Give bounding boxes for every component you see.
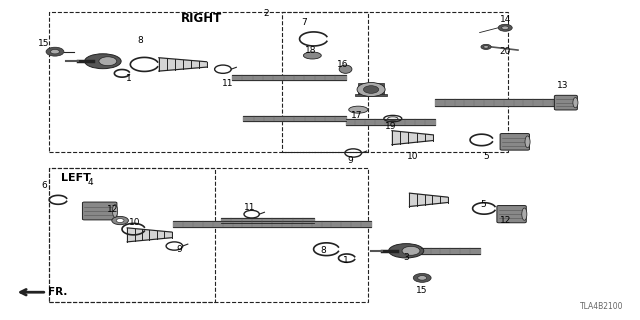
Bar (282, 12, 508, 152)
Circle shape (51, 50, 60, 54)
Text: 20: 20 (499, 47, 511, 56)
Ellipse shape (573, 98, 578, 108)
Text: 7: 7 (301, 19, 307, 28)
FancyBboxPatch shape (500, 133, 529, 150)
Text: 17: 17 (351, 111, 363, 120)
Text: 10: 10 (129, 218, 141, 227)
Ellipse shape (303, 52, 321, 59)
Text: 15: 15 (38, 39, 50, 48)
Bar (49, 168, 214, 302)
Polygon shape (127, 228, 172, 242)
Text: 10: 10 (407, 152, 419, 161)
Text: 11: 11 (244, 203, 255, 212)
Circle shape (112, 216, 129, 225)
Bar (355, 94, 387, 96)
FancyBboxPatch shape (83, 202, 117, 220)
Polygon shape (410, 193, 448, 206)
Circle shape (502, 26, 509, 29)
Ellipse shape (339, 65, 352, 73)
Text: 16: 16 (337, 60, 348, 69)
Ellipse shape (525, 136, 530, 148)
Ellipse shape (84, 54, 121, 69)
Text: TLA4B2100: TLA4B2100 (580, 302, 623, 311)
Text: FR.: FR. (48, 287, 67, 297)
FancyBboxPatch shape (497, 205, 526, 223)
Bar (49, 168, 368, 302)
Text: 12: 12 (499, 216, 511, 225)
Text: 13: 13 (557, 81, 568, 90)
Circle shape (357, 83, 385, 97)
Ellipse shape (113, 204, 118, 217)
Text: 5: 5 (480, 200, 486, 209)
Circle shape (483, 46, 488, 48)
Circle shape (481, 44, 491, 50)
Text: 15: 15 (417, 286, 428, 295)
Text: 1: 1 (342, 256, 348, 265)
Circle shape (402, 246, 420, 255)
Circle shape (99, 57, 116, 66)
Circle shape (418, 276, 427, 280)
Circle shape (46, 47, 64, 56)
Text: RIGHT: RIGHT (181, 12, 223, 25)
Bar (49, 12, 368, 152)
Circle shape (498, 24, 512, 31)
Text: 8: 8 (137, 36, 143, 45)
Text: 11: 11 (221, 79, 233, 88)
Text: 4: 4 (87, 178, 93, 187)
Text: 12: 12 (107, 205, 118, 214)
Text: LEFT: LEFT (61, 173, 92, 183)
Text: 18: 18 (305, 45, 316, 55)
Text: 14: 14 (499, 15, 511, 24)
Ellipse shape (388, 244, 424, 258)
Circle shape (116, 219, 124, 222)
Text: 5: 5 (483, 152, 489, 161)
Polygon shape (159, 58, 207, 71)
Circle shape (364, 86, 379, 93)
Text: 8: 8 (320, 246, 326, 255)
Text: 9: 9 (348, 156, 353, 164)
Text: 2: 2 (263, 9, 269, 18)
FancyBboxPatch shape (554, 95, 577, 110)
Ellipse shape (349, 106, 368, 113)
Text: 1: 1 (125, 74, 131, 83)
Polygon shape (392, 131, 433, 145)
Bar (372, 83, 384, 95)
Text: 3: 3 (403, 253, 409, 262)
Text: 6: 6 (41, 181, 47, 190)
Text: 19: 19 (385, 122, 396, 131)
Bar (358, 83, 370, 95)
Circle shape (413, 273, 431, 282)
Ellipse shape (522, 208, 527, 220)
Text: 9: 9 (177, 245, 182, 254)
